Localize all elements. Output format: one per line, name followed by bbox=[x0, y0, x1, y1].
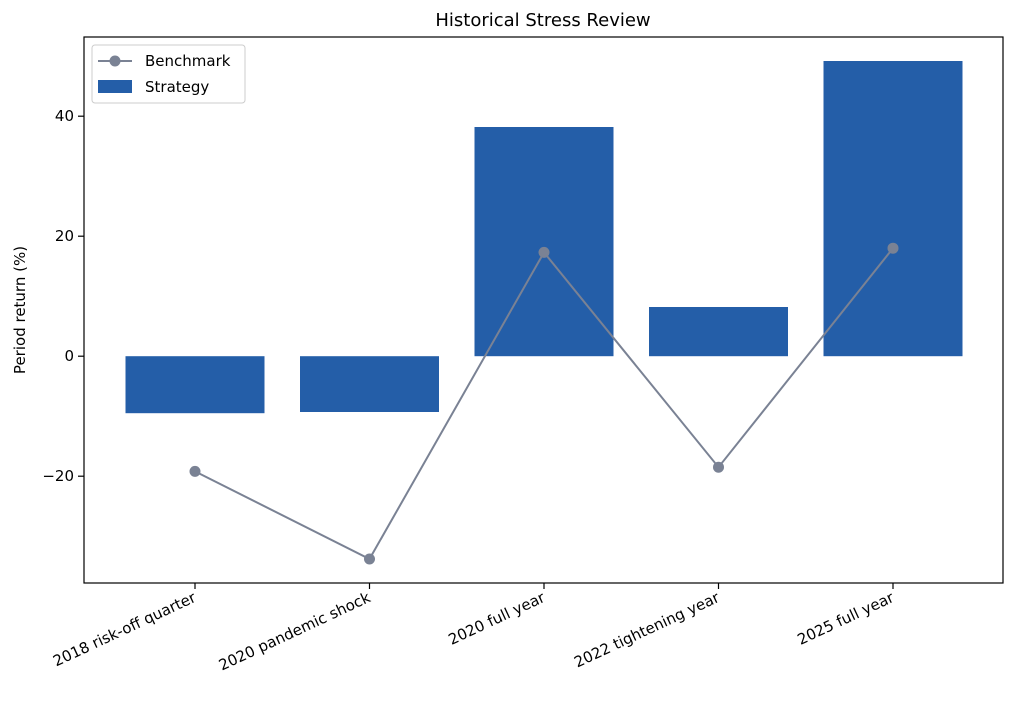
point-benchmark-3 bbox=[713, 461, 724, 473]
legend-label-strategy: Strategy bbox=[145, 78, 209, 96]
legend-label-benchmark: Benchmark bbox=[145, 52, 231, 70]
point-benchmark-2 bbox=[538, 246, 550, 258]
legend: Benchmark Strategy bbox=[91, 44, 246, 104]
y-tick-label-0: −20 bbox=[42, 467, 74, 485]
y-axis-label: Period return (%) bbox=[11, 246, 29, 374]
bar-strategy-4 bbox=[823, 61, 963, 357]
bar-strategy-1 bbox=[300, 356, 439, 412]
plot-area bbox=[125, 61, 963, 565]
bar-strategy-2 bbox=[474, 127, 614, 357]
y-tick-label-3: 40 bbox=[55, 107, 74, 125]
bar-strategy-0 bbox=[125, 356, 265, 414]
point-benchmark-4 bbox=[887, 242, 899, 254]
bar-strategy-3 bbox=[649, 307, 788, 357]
point-benchmark-1 bbox=[364, 553, 375, 565]
y-tick-label-2: 20 bbox=[55, 227, 74, 245]
point-benchmark-0 bbox=[189, 465, 201, 477]
legend-swatch-strategy bbox=[98, 80, 132, 93]
y-axis: −20 0 20 40 bbox=[42, 107, 84, 485]
legend-marker-benchmark bbox=[109, 55, 121, 67]
y-tick-label-1: 0 bbox=[64, 347, 74, 365]
chart-title: Historical Stress Review bbox=[435, 10, 650, 31]
